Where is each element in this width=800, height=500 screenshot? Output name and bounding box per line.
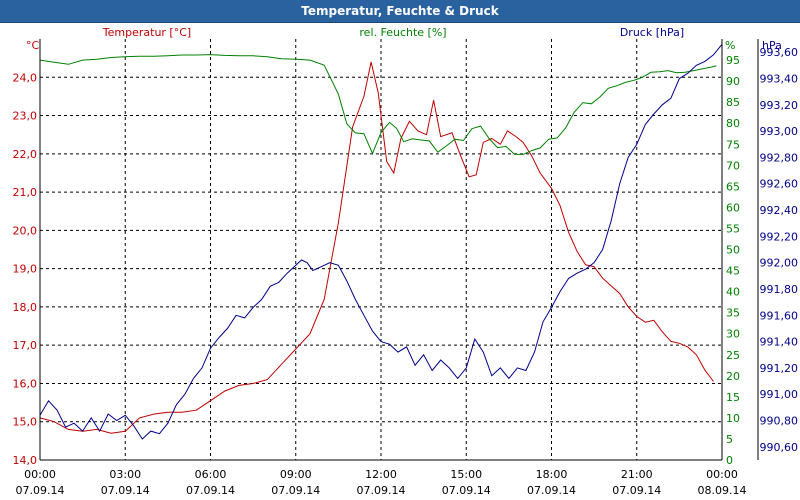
humidity-tick-label: 65 bbox=[726, 180, 740, 193]
pressure-tick-label: 992,80 bbox=[760, 151, 799, 164]
humidity-tick-label: 30 bbox=[726, 328, 740, 341]
humidity-tick-label: 0 bbox=[726, 454, 733, 467]
pressure-tick-label: 991,00 bbox=[760, 388, 799, 401]
humidity-tick-label: 55 bbox=[726, 222, 740, 235]
pressure-tick-label: 990,60 bbox=[760, 441, 799, 454]
humidity-tick-label: 50 bbox=[726, 244, 740, 257]
x-tick-date: 07.09.14 bbox=[612, 484, 661, 497]
temperature-tick-label: 23,0 bbox=[13, 110, 38, 123]
humidity-tick-label: 35 bbox=[726, 307, 740, 320]
pressure-line bbox=[39, 43, 723, 440]
x-tick-time: 18:00 bbox=[536, 468, 568, 481]
humidity-tick-label: 5 bbox=[726, 433, 733, 446]
pressure-tick-label: 991,40 bbox=[760, 336, 799, 349]
humidity-tick-label: 70 bbox=[726, 159, 740, 172]
humidity-tick-label: 85 bbox=[726, 96, 740, 109]
pressure-tick-label: 993,00 bbox=[760, 125, 799, 138]
pressure-series-label: Druck [hPa] bbox=[620, 26, 684, 39]
x-tick-date: 07.09.14 bbox=[357, 484, 406, 497]
humidity-tick-label: 60 bbox=[726, 201, 740, 214]
pressure-tick-label: 993,60 bbox=[760, 46, 799, 59]
humidity-line bbox=[39, 54, 717, 155]
pressure-tick-label: 991,80 bbox=[760, 283, 799, 296]
x-tick-time: 12:00 bbox=[365, 468, 397, 481]
temperature-tick-label: 21,0 bbox=[13, 186, 38, 199]
x-tick-date: 07.09.14 bbox=[271, 484, 320, 497]
pressure-tick-label: 991,20 bbox=[760, 362, 799, 375]
window-title-bar: Temperatur, Feuchte & Druck bbox=[0, 0, 800, 23]
temperature-tick-label: 18,0 bbox=[13, 301, 38, 314]
pressure-tick-label: 993,20 bbox=[760, 99, 799, 112]
humidity-unit-label: % bbox=[725, 39, 735, 52]
temperature-tick-label: 17,0 bbox=[13, 339, 38, 352]
chart-labels: 14,0 15,0 16,0 17,0 18,0 19,0 20,0 21,0 22,0 23,0… bbox=[13, 26, 799, 497]
humidity-tick-label: 25 bbox=[726, 349, 740, 362]
series-layer bbox=[39, 43, 723, 440]
pressure-unit-label: hPa bbox=[762, 39, 782, 52]
x-tick-time: 09:00 bbox=[280, 468, 312, 481]
x-tick-time: 00:00 bbox=[706, 468, 738, 481]
x-tick-date: 07.09.14 bbox=[442, 484, 491, 497]
humidity-tick-label: 40 bbox=[726, 286, 740, 299]
temperature-tick-label: 14,0 bbox=[13, 454, 38, 467]
x-tick-date: 07.09.14 bbox=[527, 484, 576, 497]
humidity-tick-label: 90 bbox=[726, 75, 740, 88]
pressure-tick-label: 992,00 bbox=[760, 257, 799, 270]
temperature-tick-label: 24,0 bbox=[13, 71, 38, 84]
humidity-tick-label: 45 bbox=[726, 265, 740, 278]
x-tick-time: 15:00 bbox=[450, 468, 482, 481]
temperature-unit-label: °C bbox=[26, 39, 40, 52]
humidity-tick-label: 80 bbox=[726, 117, 740, 130]
humidity-tick-label: 15 bbox=[726, 391, 740, 404]
pressure-tick-label: 991,60 bbox=[760, 309, 799, 322]
x-tick-time: 21:00 bbox=[621, 468, 653, 481]
temperature-line bbox=[39, 61, 714, 434]
pressure-tick-label: 993,40 bbox=[760, 72, 799, 85]
x-tick-time: 00:00 bbox=[24, 468, 56, 481]
humidity-series-label: rel. Feuchte [%] bbox=[359, 26, 446, 39]
x-tick-date: 08.09.14 bbox=[698, 484, 747, 497]
window-title: Temperatur, Feuchte & Druck bbox=[301, 4, 499, 18]
pressure-tick-label: 992,20 bbox=[760, 230, 799, 243]
x-tick-date: 07.09.14 bbox=[101, 484, 150, 497]
x-tick-date: 07.09.14 bbox=[186, 484, 235, 497]
temperature-tick-label: 15,0 bbox=[13, 416, 38, 429]
x-tick-time: 06:00 bbox=[195, 468, 227, 481]
x-tick-date: 07.09.14 bbox=[16, 484, 65, 497]
humidity-tick-label: 10 bbox=[726, 412, 740, 425]
pressure-tick-label: 990,80 bbox=[760, 415, 799, 428]
temperature-tick-label: 16,0 bbox=[13, 377, 38, 390]
x-tick-time: 03:00 bbox=[109, 468, 141, 481]
temperature-tick-label: 22,0 bbox=[13, 148, 38, 161]
humidity-tick-label: 75 bbox=[726, 138, 740, 151]
temperature-tick-label: 19,0 bbox=[13, 263, 38, 276]
chart-grid bbox=[40, 39, 722, 460]
temperature-tick-label: 20,0 bbox=[13, 224, 38, 237]
pressure-tick-label: 992,40 bbox=[760, 204, 799, 217]
temperature-series-label: Temperatur [°C] bbox=[102, 26, 191, 39]
humidity-tick-label: 95 bbox=[726, 54, 740, 67]
humidity-tick-label: 20 bbox=[726, 370, 740, 383]
chart-axes bbox=[39, 39, 759, 461]
pressure-tick-label: 992,60 bbox=[760, 178, 799, 191]
